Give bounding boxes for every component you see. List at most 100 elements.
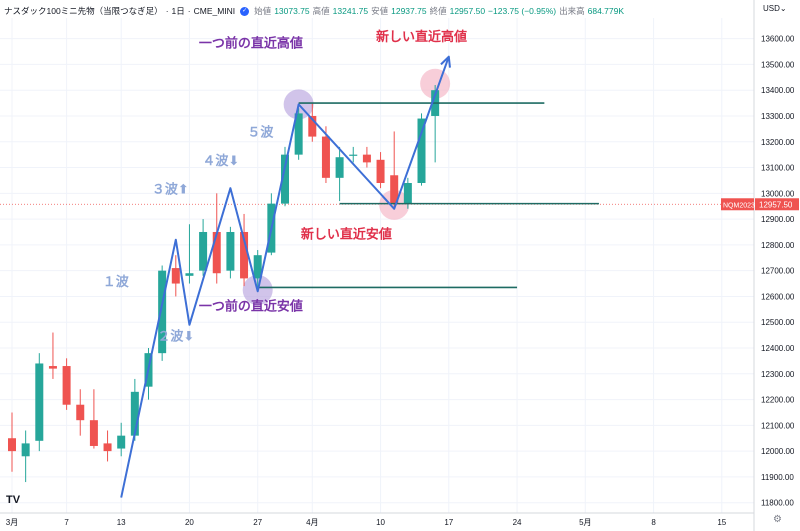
time-tick-label: 17	[444, 518, 453, 527]
annotation-text: 一つ前の直近安値	[199, 299, 303, 315]
symbol-price-tag	[721, 198, 754, 211]
time-tick-label: 27	[253, 518, 262, 527]
candle-body	[362, 154, 371, 163]
volume-label: 出来高	[559, 6, 585, 16]
time-tick-label: 15	[717, 518, 726, 527]
price-tick-label: 13400.00	[761, 86, 795, 95]
candle-body	[21, 443, 30, 457]
price-tick-label: 12900.00	[761, 215, 795, 224]
status-dot-icon: ✓	[240, 6, 250, 16]
candle	[199, 219, 208, 276]
candle-body	[226, 231, 235, 271]
price-tick-label: 12500.00	[761, 318, 795, 327]
candle-body	[294, 113, 303, 155]
price-tick-label: 13600.00	[761, 35, 795, 44]
candle-body	[417, 118, 426, 183]
symbol-tag-label: NQM2023	[723, 202, 755, 209]
annotation-text: 新しい直近安値	[301, 226, 392, 242]
current-price-tag	[755, 198, 799, 211]
wave-arrow-head	[440, 55, 451, 68]
candle-body	[321, 136, 330, 178]
candle	[35, 353, 44, 452]
annotation-text: 一つ前の直近高値	[199, 36, 303, 52]
time-tick-label: 13	[117, 518, 126, 527]
exchange-label: CME_MINI	[193, 6, 236, 16]
candle-body	[403, 183, 412, 204]
candle	[89, 389, 98, 449]
candle-body	[281, 154, 289, 204]
candle-body	[158, 270, 167, 354]
price-tick-label: 12800.00	[761, 241, 795, 250]
price-tick-label: 13500.00	[761, 60, 795, 69]
price-tick-label: 13100.00	[761, 164, 795, 173]
annotation-text: 新しい直近高値	[376, 29, 467, 45]
candle-body	[103, 443, 112, 452]
price-tick-label: 11800.00	[761, 499, 794, 508]
candle	[171, 255, 180, 297]
candle	[362, 146, 371, 168]
candle-body	[117, 435, 126, 449]
candle	[117, 422, 126, 457]
time-tick-label: 24	[513, 518, 522, 527]
interval-label[interactable]: 1日	[171, 6, 185, 16]
candle-body	[62, 366, 71, 405]
time-tick-label: 20	[185, 518, 194, 527]
candle-body	[212, 231, 221, 274]
symbol-name: ナスダック100ミニ先物（当限つなぎ足）	[4, 6, 163, 16]
currency-label: USD	[763, 4, 780, 13]
candle-body	[8, 438, 16, 452]
tradingview-logo-icon[interactable]: TV	[6, 494, 21, 506]
candle	[253, 250, 262, 289]
candle-body	[335, 157, 344, 178]
price-tick-label: 12100.00	[761, 421, 795, 430]
annotation-text: ５波	[247, 125, 274, 141]
candle	[321, 126, 330, 183]
annotation-text: ３波⬆	[152, 181, 189, 197]
close-value: 12957.50	[449, 6, 486, 16]
price-tick-label: 13300.00	[761, 112, 795, 121]
candle-body	[35, 363, 44, 441]
candle-body	[349, 154, 358, 156]
time-tick-label: 7	[64, 518, 69, 527]
candle	[390, 131, 399, 209]
candle	[376, 152, 385, 189]
candle-body	[199, 231, 208, 271]
settings-gear-icon[interactable]: ⚙	[773, 514, 782, 525]
candle-body	[130, 391, 139, 436]
time-tick-label: 4月	[306, 518, 318, 527]
price-tick-label: 12600.00	[761, 292, 795, 301]
currency-dropdown-icon: ⌄	[779, 4, 787, 13]
candle	[240, 213, 249, 287]
annotation-text: １波	[103, 274, 130, 290]
currency-dropdown[interactable]: USD⌄	[763, 4, 787, 13]
price-tick-label: 12000.00	[761, 447, 795, 456]
close-label: 終値	[429, 6, 447, 16]
candle	[76, 389, 85, 436]
price-tick-label: 11900.00	[761, 473, 794, 482]
candle-body	[308, 115, 317, 137]
volume-value: 684.779K	[587, 6, 625, 16]
price-tick-label: 12700.00	[761, 267, 795, 276]
candle	[62, 358, 71, 410]
candle	[21, 430, 30, 483]
candle	[294, 108, 303, 160]
low-value: 12937.75	[391, 6, 427, 16]
candle	[48, 332, 57, 379]
open-value: 13073.75	[274, 6, 310, 16]
candle	[281, 146, 289, 207]
high-label: 高値	[312, 6, 330, 16]
price-tick-label: 12300.00	[761, 370, 795, 379]
time-tick-label: 5月	[579, 518, 591, 527]
candle-body	[171, 268, 180, 284]
open-label: 始値	[254, 6, 272, 16]
candle	[308, 103, 317, 142]
chart-header: ナスダック100ミニ先物（当限つなぎ足） · 1日 · CME_MINI ✓ 始…	[4, 6, 625, 16]
candle	[8, 412, 16, 472]
change-value: −123.75 (−0.95%)	[488, 6, 557, 16]
wave-line	[120, 56, 450, 498]
time-tick-label: 3月	[6, 518, 18, 527]
candle-body	[76, 404, 85, 421]
candle	[335, 146, 344, 202]
price-tick-label: 13200.00	[761, 138, 795, 147]
